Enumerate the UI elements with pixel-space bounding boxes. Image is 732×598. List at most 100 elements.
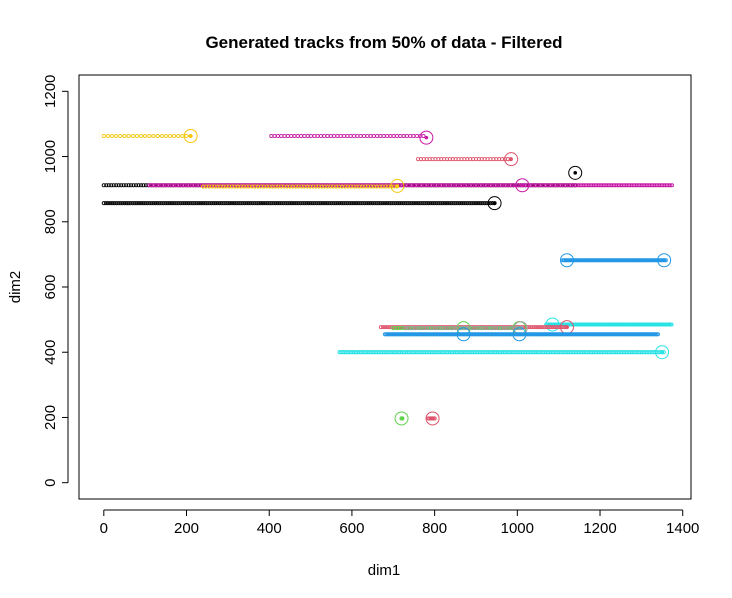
track-point [351, 201, 357, 206]
track-point [546, 325, 551, 330]
track-point [480, 201, 485, 206]
y-tick-label: 600 [42, 274, 59, 299]
track-point [376, 201, 381, 206]
track-point [184, 201, 189, 206]
track-point [134, 183, 139, 188]
track-point [378, 325, 383, 330]
chart-title: Generated tracks from 50% of data - Filt… [205, 33, 562, 52]
track-point [322, 201, 328, 206]
track-point [327, 201, 332, 206]
track-point [332, 133, 337, 139]
track-point [339, 201, 344, 206]
track-point [320, 201, 326, 206]
track-point [401, 133, 406, 139]
track-point [365, 133, 370, 139]
track-end-marker [390, 178, 405, 193]
track-point [256, 201, 261, 206]
track-point [192, 201, 197, 206]
track-end-dot [520, 183, 525, 188]
track-point [143, 201, 148, 206]
track-point [128, 201, 133, 206]
track-point [114, 133, 119, 139]
track-point [107, 201, 113, 206]
track-point [116, 201, 121, 206]
track-point [299, 133, 304, 139]
track-point [391, 133, 396, 139]
track-point [416, 201, 421, 206]
track-point [145, 201, 150, 206]
track-point [318, 201, 323, 206]
track-point [306, 201, 311, 206]
track-point [404, 133, 409, 139]
track-point [459, 201, 464, 206]
track-point [382, 325, 388, 330]
track-point [151, 133, 156, 139]
track-point [312, 133, 317, 139]
track-point [269, 201, 274, 206]
track-end-marker [487, 196, 502, 211]
track-point [159, 201, 164, 206]
track-point [308, 201, 313, 206]
track-point [487, 326, 493, 331]
track-point [397, 201, 402, 206]
track-point [428, 326, 433, 331]
track-end-dot [517, 332, 522, 337]
track-point [318, 133, 323, 139]
track-point [149, 201, 154, 206]
track-point [430, 201, 435, 206]
track-point [411, 133, 416, 139]
track-point [449, 201, 454, 206]
track-point [110, 201, 115, 206]
track-point [167, 133, 173, 139]
track-point [478, 326, 483, 331]
track-point [161, 201, 166, 206]
track-point [289, 201, 295, 206]
track-point [198, 201, 204, 206]
track-point [289, 133, 294, 139]
track-end-dot [492, 201, 497, 205]
track-point [109, 183, 114, 188]
track-end-dot [662, 258, 666, 263]
track-point [374, 201, 379, 206]
track-point [275, 201, 280, 206]
track-point [347, 201, 352, 206]
track-point [292, 133, 297, 139]
track-point [118, 133, 123, 139]
track-end-dot [660, 350, 664, 355]
track-point [207, 201, 212, 206]
track-point [167, 201, 173, 206]
track-point [272, 133, 277, 139]
track-point [343, 201, 348, 206]
track-point [385, 133, 390, 139]
track-point [223, 201, 228, 206]
track-point [172, 201, 177, 206]
track-end-marker [559, 253, 574, 268]
track-point [329, 201, 334, 206]
track-point [136, 183, 141, 188]
track-point [304, 201, 309, 206]
track-point [335, 133, 340, 139]
track-point [163, 201, 168, 206]
track-point [121, 183, 126, 188]
track-point [147, 133, 152, 139]
track-point [134, 133, 139, 139]
track-point [471, 201, 476, 206]
track-point [366, 201, 371, 206]
track-point [138, 133, 144, 139]
track-point [389, 325, 394, 330]
x-axis-label: dim1 [368, 562, 401, 579]
track-point [136, 201, 142, 206]
track-point [172, 133, 177, 139]
track-point [203, 201, 208, 206]
track-series [382, 327, 660, 342]
track-point [370, 201, 375, 206]
x-tick-label: 1400 [666, 520, 699, 537]
track-point [533, 325, 538, 330]
track-point [542, 325, 547, 330]
y-tick-label: 400 [42, 340, 59, 365]
track-point [409, 201, 414, 206]
track-point [405, 201, 410, 206]
track-point [463, 201, 468, 206]
track-point [434, 201, 439, 206]
track-point [421, 133, 426, 139]
